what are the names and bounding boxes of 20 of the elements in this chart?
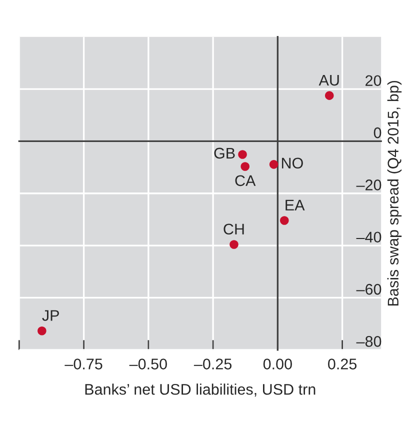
- x-tick-label: –0.25: [194, 358, 232, 370]
- y-tick-label: –60: [356, 284, 382, 295]
- y-axis-title: Basis swap spread (Q4 2015, bp): [387, 80, 402, 306]
- annotation: EA: [286, 200, 305, 210]
- annotation: AU: [318, 74, 339, 86]
- y-tick-label: –80: [356, 336, 382, 347]
- y-tick-label: –40: [356, 232, 382, 243]
- y-tick-label: 0: [374, 127, 382, 138]
- annotation: CH: [224, 224, 244, 235]
- annotation: JP: [42, 310, 59, 321]
- x-tick-label: –0.50: [129, 358, 167, 370]
- x-tick-label: 0.00: [263, 358, 292, 370]
- annotation: NO: [282, 158, 303, 169]
- x-tick-label: –0.75: [64, 358, 102, 370]
- y-tick-label: –20: [356, 180, 382, 190]
- annotation: GB: [214, 148, 235, 159]
- x-axis-title: Banks’ net USD liabilities, USD trn: [85, 384, 316, 397]
- annotation: CA: [235, 175, 256, 186]
- x-tick-label: 0.25: [328, 358, 357, 370]
- y-tick-label: 20: [366, 75, 382, 86]
